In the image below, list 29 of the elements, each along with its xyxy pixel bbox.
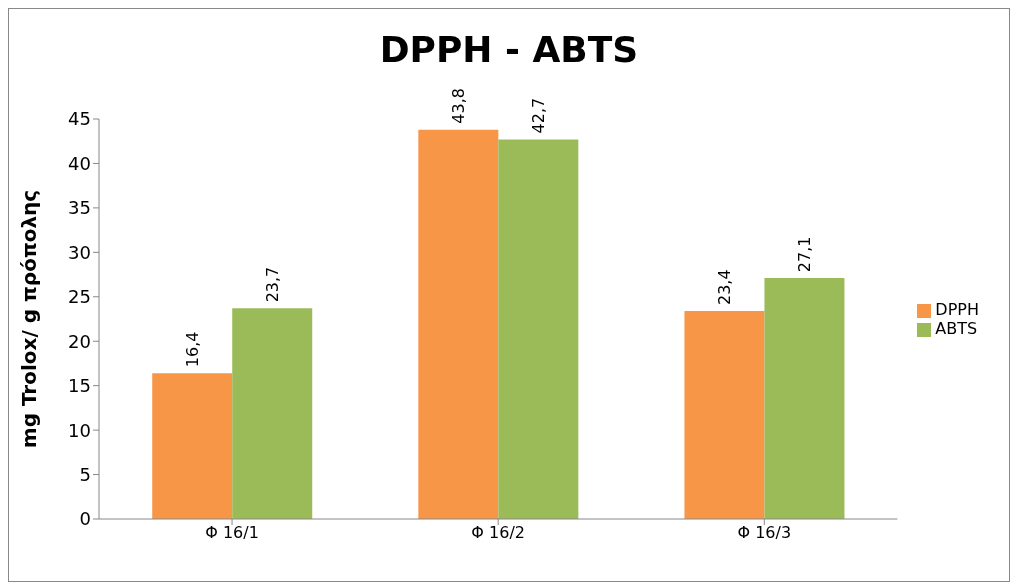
y-tick-label: 40 <box>68 152 91 174</box>
data-label: 43,8 <box>448 88 468 124</box>
data-label: 27,1 <box>794 236 814 273</box>
y-tick-label: 45 <box>68 108 91 130</box>
y-tick-label: 25 <box>68 286 91 308</box>
bar <box>232 308 313 519</box>
bar <box>418 129 499 519</box>
bar <box>684 311 765 519</box>
y-tick-label: 30 <box>68 241 91 263</box>
y-tick-label: 0 <box>79 508 91 530</box>
x-tick-label: Φ 16/1 <box>205 523 259 543</box>
bar <box>764 278 845 519</box>
data-label: 23,7 <box>262 266 282 303</box>
legend-label: DPPH <box>935 300 979 319</box>
data-label: 42,7 <box>528 97 548 134</box>
data-label: 16,4 <box>182 331 202 368</box>
y-tick-label: 20 <box>68 330 91 352</box>
y-axis-title: mg Trolox/ g πρόπολης <box>17 189 42 449</box>
x-tick-label: Φ 16/2 <box>471 523 525 543</box>
y-tick-label: 35 <box>68 197 91 219</box>
bar <box>152 373 233 519</box>
bar <box>498 139 579 519</box>
y-tick-label: 15 <box>68 375 91 397</box>
y-tick-label: 10 <box>68 419 91 441</box>
x-tick-label: Φ 16/3 <box>737 523 792 543</box>
data-label: 23,4 <box>714 269 734 305</box>
legend-label: ABTS <box>935 319 978 338</box>
chart-title: DPPH - ABTS <box>378 29 640 70</box>
y-tick-label: 5 <box>79 463 91 485</box>
